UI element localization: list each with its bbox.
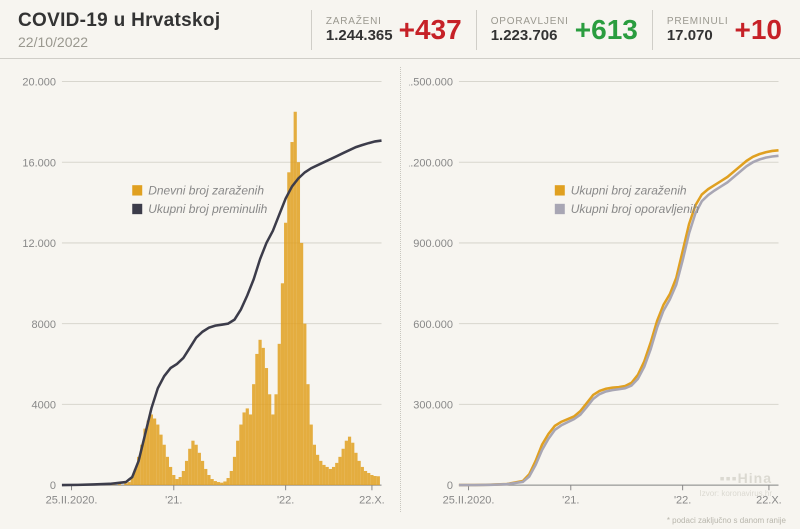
chart-left-wrap: 0 4000 8000 12.000 16.000 20.000 25.II.2020. '2… (12, 67, 401, 512)
stat-deaths: PREMINULI 17.070 +10 (653, 10, 782, 50)
stat-recovered-delta: +613 (575, 16, 638, 44)
stat-infected-label: ZARAŽENI (326, 16, 393, 27)
chart-left: 0 4000 8000 12.000 16.000 20.000 25.II.2020. '2… (12, 67, 392, 512)
svg-text:0: 0 (50, 480, 56, 492)
footer-note: * podaci zaključno s danom ranije (0, 516, 800, 529)
svg-text:Ukupni broj zaraženih: Ukupni broj zaraženih (570, 183, 686, 197)
stat-recovered: OPORAVLJENI 1.223.706 +613 (477, 10, 653, 50)
svg-text:25.II.2020.: 25.II.2020. (46, 495, 98, 507)
stat-deaths-label: PREMINULI (667, 16, 729, 27)
title-block: COVID-19 u Hrvatskoj 22/10/2022 (18, 10, 312, 50)
svg-text:1.200.000: 1.200.000 (409, 157, 453, 169)
chart-right-wrap: 0 300.000 600.000 900.000 1.200.000 1.500.000… (401, 67, 789, 512)
svg-text:600.000: 600.000 (413, 319, 453, 331)
stat-deaths-value: 17.070 (667, 27, 729, 44)
stat-recovered-value: 1.223.706 (491, 27, 569, 44)
chart-right: 0 300.000 600.000 900.000 1.200.000 1.500.000… (409, 67, 789, 512)
svg-text:'22.: '22. (673, 495, 690, 507)
page-date: 22/10/2022 (18, 34, 301, 50)
stat-recovered-label: OPORAVLJENI (491, 16, 569, 27)
svg-text:4000: 4000 (32, 399, 56, 411)
svg-text:Ukupni broj oporavljenih: Ukupni broj oporavljenih (570, 202, 699, 216)
svg-text:20.000: 20.000 (22, 76, 56, 88)
svg-text:16.000: 16.000 (22, 157, 56, 169)
svg-text:'21.: '21. (165, 495, 182, 507)
charts-row: 0 4000 8000 12.000 16.000 20.000 25.II.2020. '2… (0, 59, 800, 516)
stat-infected: ZARAŽENI 1.244.365 +437 (312, 10, 477, 50)
stat-infected-delta: +437 (399, 16, 462, 44)
svg-text:1.500.000: 1.500.000 (409, 76, 453, 88)
svg-text:8000: 8000 (32, 319, 56, 331)
page-title: COVID-19 u Hrvatskoj (18, 10, 301, 32)
svg-text:25.II.2020.: 25.II.2020. (442, 495, 494, 507)
svg-text:0: 0 (446, 480, 452, 492)
stat-deaths-delta: +10 (735, 16, 783, 44)
svg-text:'21.: '21. (562, 495, 579, 507)
svg-text:Ukupni broj preminulih: Ukupni broj preminulih (148, 202, 267, 216)
svg-text:22.X.: 22.X. (756, 495, 782, 507)
svg-text:300.000: 300.000 (413, 399, 453, 411)
svg-text:12.000: 12.000 (22, 238, 56, 250)
svg-text:22.X.: 22.X. (359, 495, 385, 507)
svg-text:'22.: '22. (277, 495, 294, 507)
dashboard-container: COVID-19 u Hrvatskoj 22/10/2022 ZARAŽENI… (0, 0, 800, 529)
stat-infected-value: 1.244.365 (326, 27, 393, 44)
header: COVID-19 u Hrvatskoj 22/10/2022 ZARAŽENI… (0, 0, 800, 59)
svg-text:Dnevni broj zaraženih: Dnevni broj zaraženih (148, 183, 264, 197)
svg-text:900.000: 900.000 (413, 238, 453, 250)
